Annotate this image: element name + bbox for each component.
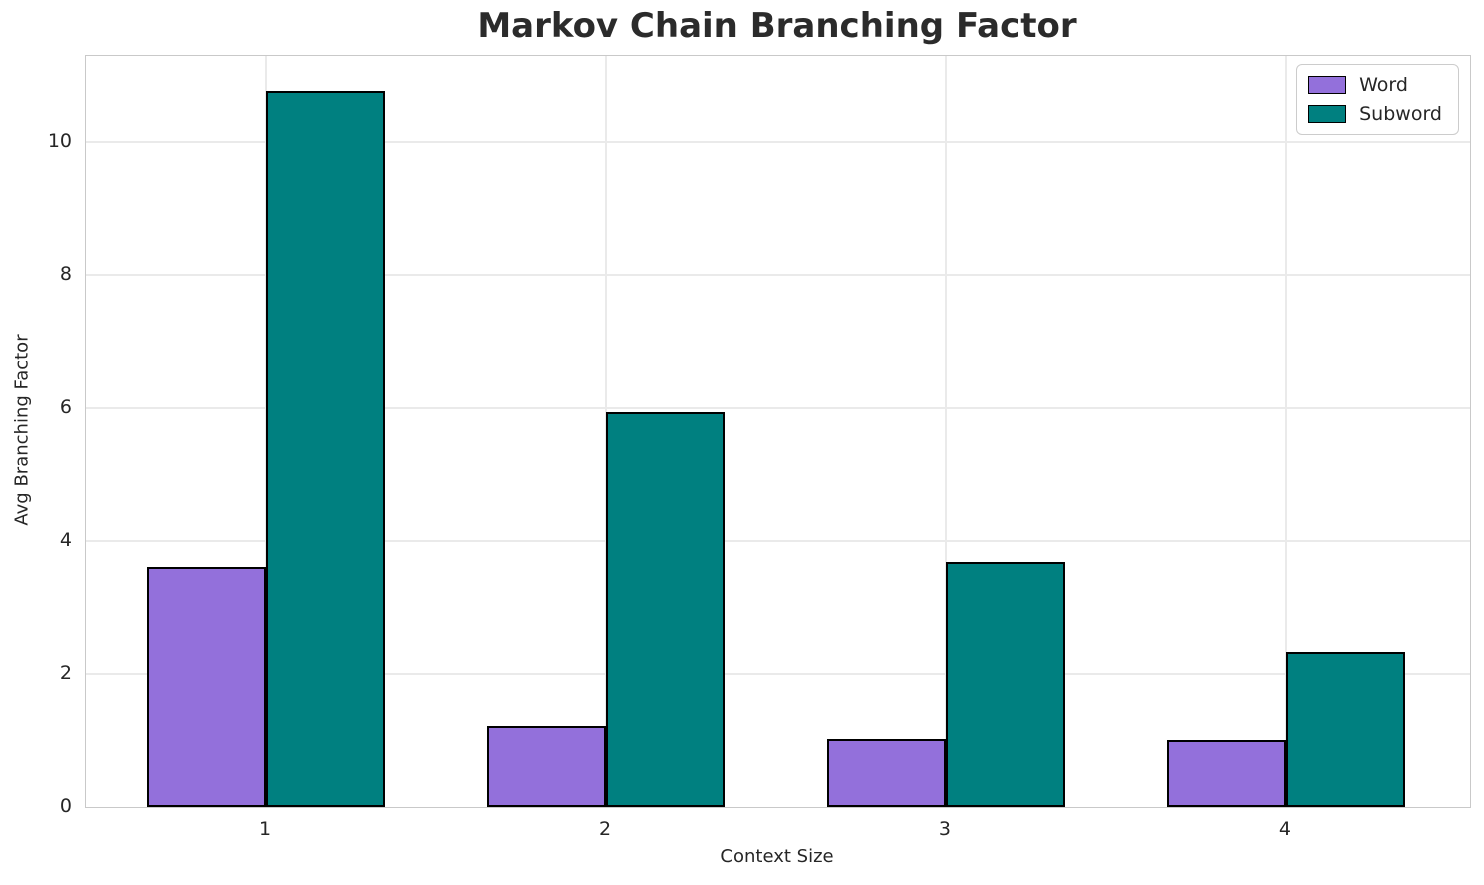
legend: Word Subword xyxy=(1296,64,1459,135)
gridline-horizontal xyxy=(86,274,1470,277)
gridline-vertical xyxy=(944,56,947,807)
bar-subword-ctx2 xyxy=(606,411,726,807)
x-axis-label: Context Size xyxy=(720,846,834,867)
bar-word-ctx1 xyxy=(147,567,267,807)
word-swatch-icon xyxy=(1308,76,1347,94)
y-tick-label: 10 xyxy=(47,130,72,153)
x-tick-label: 4 xyxy=(1278,818,1291,840)
y-tick-label: 4 xyxy=(59,529,72,552)
y-axis-label: Avg Branching Factor xyxy=(11,334,33,526)
gridline-horizontal xyxy=(86,673,1470,676)
legend-item-word: Word xyxy=(1308,74,1442,96)
x-tick-label: 3 xyxy=(938,818,951,840)
y-tick-label: 6 xyxy=(59,396,72,419)
legend-item-subword: Subword xyxy=(1308,103,1442,125)
x-tick-label: 2 xyxy=(598,818,612,840)
y-tick-label: 2 xyxy=(59,662,72,685)
bar-subword-ctx3 xyxy=(945,562,1065,807)
y-tick-label: 8 xyxy=(59,263,72,286)
bar-word-ctx2 xyxy=(487,725,607,807)
subword-swatch-icon xyxy=(1308,105,1347,123)
gridline-horizontal xyxy=(86,407,1470,410)
legend-label: Word xyxy=(1359,74,1408,96)
plot-area: Word Subword xyxy=(85,55,1471,808)
bar-word-ctx3 xyxy=(826,738,946,807)
legend-label: Subword xyxy=(1359,103,1442,125)
gridline-vertical xyxy=(1284,56,1287,807)
chart-title: Markov Chain Branching Factor xyxy=(477,6,1077,46)
x-tick-label: 1 xyxy=(259,818,272,840)
bar-subword-ctx4 xyxy=(1285,652,1405,807)
y-tick-label: 0 xyxy=(59,795,72,817)
gridline-horizontal xyxy=(86,540,1470,543)
gridline-horizontal xyxy=(86,141,1470,144)
bar-subword-ctx1 xyxy=(266,90,386,807)
bar-word-ctx4 xyxy=(1166,739,1286,807)
